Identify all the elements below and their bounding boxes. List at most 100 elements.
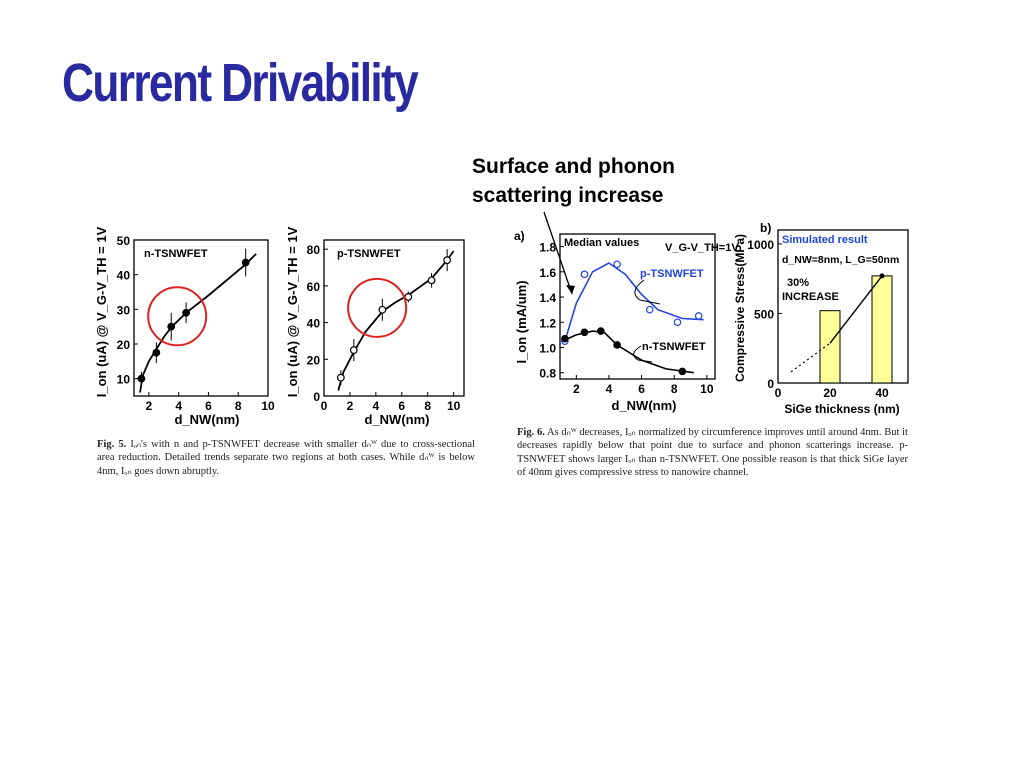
n-data-point	[137, 374, 146, 383]
n-plot-xtick-label: 2	[146, 399, 153, 413]
fig6b-increase-label: INCREASE	[782, 291, 839, 303]
fig6b-plot: b) Compressive Stress(MPa) SiGe thicknes…	[733, 221, 909, 416]
p-data-point	[349, 346, 358, 355]
p-plot-panel-label: p-TSNWFET	[337, 248, 401, 260]
fig6b-xtick-label: 0	[775, 386, 782, 400]
n-data-point	[182, 308, 191, 317]
fig6a-ytick-label: 1.2	[539, 316, 556, 330]
fig6a-ytick-label: 0.8	[539, 367, 556, 381]
p-data-point	[443, 256, 452, 265]
fig6a-p-data-point	[673, 318, 682, 327]
fig6a-p-label-pointer	[634, 279, 661, 305]
p-plot-xtick-label: 10	[447, 399, 461, 413]
fig6b-frame	[777, 229, 909, 384]
fig6b-bar-40	[871, 275, 893, 384]
p-plot-ytick-label: 0	[313, 390, 320, 404]
fig6b-ylabel: Compressive Stress(MPa)	[733, 234, 747, 382]
fig6a-ytick-label: 1.6	[539, 266, 556, 280]
p-plot-ytick-label: 60	[307, 280, 321, 294]
n-plot-xtick-label: 10	[261, 399, 275, 413]
fig6b-trend-dotted	[790, 342, 831, 373]
n-plot-panel-label: n-TSNWFET	[144, 248, 208, 260]
fig6b-plot-area: b) Compressive Stress(MPa) SiGe thicknes…	[733, 221, 909, 416]
callout-line-2: scattering increase	[472, 184, 664, 207]
fig6a-p-series-label: p-TSNWFET	[640, 268, 704, 280]
n-fit-line	[139, 253, 257, 393]
p-data-point	[336, 373, 345, 382]
fig6a-ytick-label: 1.0	[539, 341, 556, 355]
fig6a-n-data-point	[561, 334, 569, 343]
fig6a-p-data-point	[645, 305, 654, 314]
fig6b-bar-20	[819, 310, 841, 384]
fig6a-ytick-label: 1.4	[539, 291, 556, 305]
p-plot-xtick-label: 6	[398, 399, 405, 413]
callout-line-1: Surface and phonon	[472, 155, 676, 178]
fig6b-xtick-label: 20	[823, 386, 837, 400]
fig6a-ytick-label: 1.8	[539, 241, 556, 255]
fig6-caption-label: Fig. 6.	[517, 427, 545, 438]
scattering-callout: Surface and phonon scattering increase	[472, 152, 675, 210]
fig6a-n-data-point	[613, 341, 621, 349]
fig6a-p-data-point	[694, 312, 703, 320]
p-plot-ytick-label: 80	[307, 243, 321, 257]
fig6b-params-label: d_NW=8nm, L_G=50nm	[782, 254, 899, 266]
fig6a-n-data-point	[580, 328, 589, 337]
fig6b-simulated-label: Simulated result	[782, 234, 868, 246]
fig6a-p-fit-line	[564, 262, 704, 342]
p-plot-xtick-label: 8	[424, 399, 431, 413]
fig6a-xtick-label: 8	[671, 382, 678, 396]
n-plot-frame	[133, 239, 269, 397]
p-fit-line	[337, 250, 455, 391]
n-plot-xtick-label: 4	[175, 399, 182, 413]
p-plot-xtick-label: 2	[347, 399, 354, 413]
fig6-caption-text: As dₙᵂ decreases, Iₒₙ normalized by circ…	[517, 427, 908, 478]
fig6a-plot-area: a) I_on (mA/um) d_NW(nm) Median values V…	[514, 211, 739, 413]
fig6a-n-label-pointer	[633, 345, 653, 363]
fig6a-condition-label: V_G-V_TH=1V	[665, 242, 739, 254]
fig5-caption-text: Iₒₙ's with n and p-TSNWFET decrease with…	[97, 439, 475, 477]
slide-title: Current Drivability	[62, 53, 419, 113]
fig6b-ytick-label: 0	[767, 377, 774, 391]
fig6a-xtick-label: 6	[638, 382, 645, 396]
n-plot-ytick-label: 10	[117, 373, 131, 387]
p-highlight-circle	[347, 277, 408, 338]
fig6a-p-data-point	[580, 270, 589, 279]
p-plot-frame	[323, 239, 465, 397]
n-plot-ytick-label: 50	[117, 234, 131, 248]
fig6b-xtick-label: 40	[875, 386, 889, 400]
p-data-point	[404, 292, 413, 301]
n-data-point	[152, 348, 161, 357]
p-plot-xlabel: d_NW(nm)	[365, 412, 430, 427]
fig6a-frame	[559, 233, 716, 380]
fig6a-xtick-label: 4	[606, 382, 613, 396]
n-plot-ytick-label: 30	[117, 303, 131, 317]
n-plot-xtick-label: 8	[235, 399, 242, 413]
p-data-point	[427, 276, 436, 285]
n-plot-xtick-label: 6	[205, 399, 212, 413]
p-plot-xtick-label: 4	[373, 399, 380, 413]
fig6b-trend-point	[879, 273, 885, 279]
fig5-caption-label: Fig. 5.	[97, 439, 127, 450]
fig6b-trend-line	[829, 275, 883, 344]
fig5-caption: Fig. 5. Iₒₙ's with n and p-TSNWFET decre…	[97, 438, 475, 478]
fig6a-panel-label: a)	[514, 229, 525, 243]
fig6a-p-data-point	[613, 260, 621, 269]
fig6b-panel-label: b)	[760, 221, 771, 235]
n-highlight-circle	[147, 286, 208, 347]
p-plot-ylabel: I_on (uA) @ V_G-V_TH = 1V	[285, 226, 300, 397]
fig6a-n-series-label: n-TSNWFET	[642, 341, 706, 353]
callout-arrow-head	[566, 285, 575, 294]
fig6b-xlabel: SiGe thickness (nm)	[784, 402, 899, 416]
fig6b-ytick-label: 1000	[747, 238, 774, 252]
n-data-point	[167, 322, 176, 331]
callout-arrow	[543, 211, 573, 295]
p-plot-xtick-label: 0	[321, 399, 328, 413]
n-plot-ylabel: I_on (uA) @ V_G-V_TH = 1V	[94, 226, 109, 397]
n-plot-ytick-label: 20	[117, 338, 131, 352]
p-data-point	[378, 305, 387, 314]
fig6a-n-data-point	[678, 367, 687, 376]
p-plot-ytick-label: 40	[307, 317, 321, 331]
n-plot-ytick-label: 40	[117, 269, 131, 283]
fig6a-xtick-label: 2	[573, 382, 580, 396]
n-data-point	[241, 258, 250, 267]
